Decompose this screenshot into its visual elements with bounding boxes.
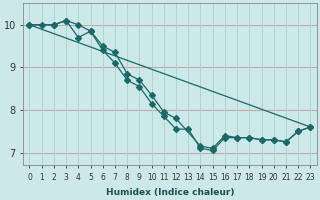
X-axis label: Humidex (Indice chaleur): Humidex (Indice chaleur) xyxy=(106,188,234,197)
